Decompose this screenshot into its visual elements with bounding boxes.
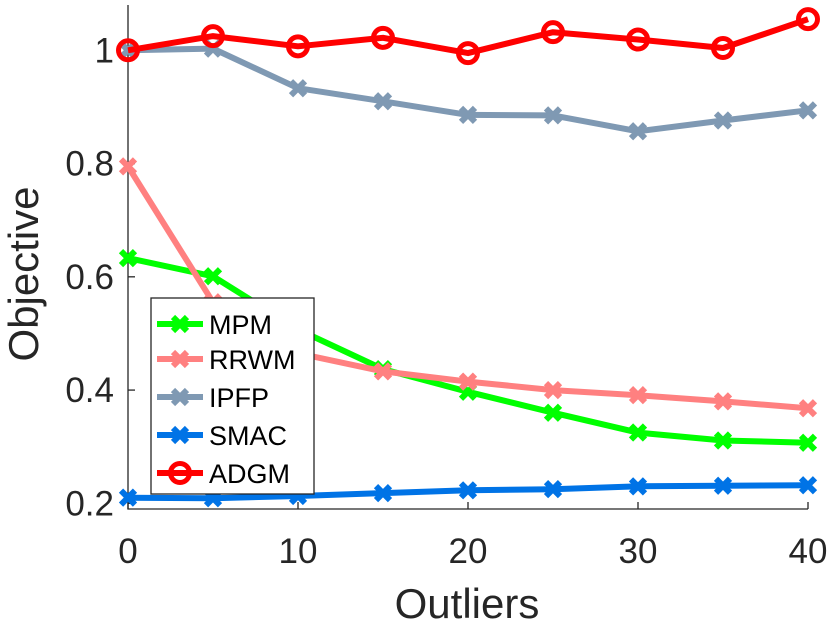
x-tick-label: 40: [789, 532, 828, 571]
x-axis-title: Outliers: [395, 580, 540, 624]
x-tick-label: 20: [449, 532, 488, 571]
x-tick-label: 30: [619, 532, 658, 571]
series-ipfp: [121, 42, 815, 139]
y-tick-label: 0.4: [65, 371, 114, 410]
legend: MPM RRWM IPFP SMAC ADGM: [151, 298, 314, 494]
legend-label: RRWM: [209, 345, 295, 375]
y-tick-label: 0.8: [65, 145, 114, 184]
legend-label: SMAC: [209, 421, 287, 451]
legend-label: ADGM: [209, 459, 290, 489]
legend-label: MPM: [209, 310, 272, 340]
y-tick-label: 0.6: [65, 258, 114, 297]
series-line: [128, 19, 808, 53]
x-tick-label: 0: [118, 532, 137, 571]
y-tick-label: 1: [95, 31, 114, 70]
x-tick-label: 10: [279, 532, 318, 571]
y-tick-label: 0.2: [65, 484, 114, 523]
legend-label: IPFP: [209, 383, 269, 413]
legend-entry-adgm: ADGM: [157, 459, 290, 489]
line-chart: 0 10 20 30 40 0.2 0.4 0.6 0.8 1 MPM RRWM IPFP SMAC AD…: [0, 0, 830, 624]
y-axis-title: Objective: [0, 186, 47, 361]
